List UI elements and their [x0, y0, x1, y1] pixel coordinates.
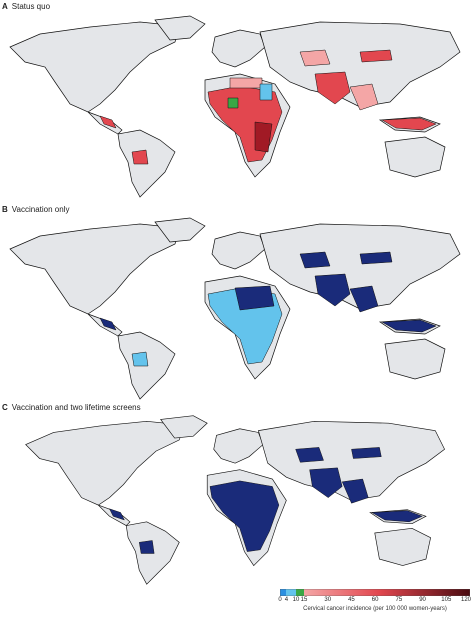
panel-b-label: B Vaccination only [2, 205, 69, 214]
panel-c-label: C Vaccination and two lifetime screens [2, 403, 141, 412]
legend-tick-label: 0 [278, 597, 282, 603]
legend-tick-label: 10 [292, 597, 300, 603]
west-africa-green [227, 97, 239, 109]
panel-a-letter: A [2, 2, 8, 11]
central-america-incidence [99, 115, 117, 129]
legend-tick-label: 45 [348, 597, 355, 603]
central-asia [299, 49, 331, 67]
indonesia-incidence [381, 117, 437, 131]
legend-tick-label: 4 [284, 597, 289, 603]
incidence-legend: 0 4 10 15 30 45 60 75 90 105 120 Cervical cancer i… [278, 589, 472, 617]
legend-tick-label: 105 [441, 597, 452, 603]
legend-tick-label: 120 [460, 597, 472, 603]
bolivia [131, 149, 149, 165]
shaded-countries-vaccination [99, 251, 437, 367]
australia [384, 136, 446, 178]
legend-segment-red [304, 589, 470, 596]
southeast-asia [349, 83, 379, 111]
panel-a-label: A Status quo [2, 2, 50, 11]
panel-a-title: Status quo [11, 2, 51, 11]
legend-title: Cervical cancer incidence (per 100 000 w… [303, 606, 447, 612]
europe [211, 29, 266, 68]
panel-c-letter: C [2, 403, 8, 412]
legend-tick-label: 15 [300, 597, 308, 603]
north-america [9, 21, 181, 113]
shaded-countries-screens [109, 447, 423, 554]
legend-tick-label: 75 [395, 597, 403, 603]
shaded-countries-status-quo [99, 49, 437, 165]
legend-tick-label: 30 [324, 597, 332, 603]
sudan-blue [259, 83, 273, 101]
legend-tick-label: 60 [371, 597, 379, 603]
map-status-quo [9, 15, 461, 198]
legend-segment-blue [280, 589, 286, 596]
map-vaccination-screens [25, 415, 445, 585]
mongolia [359, 49, 393, 63]
asia [259, 21, 461, 108]
legend-tick-label: 90 [419, 597, 426, 603]
panel-b-letter: B [2, 205, 8, 214]
legend-segment-green [296, 589, 304, 596]
panel-c-title: Vaccination and two lifetime screens [11, 403, 141, 412]
panel-b-title: Vaccination only [11, 205, 70, 214]
north-africa-pink [229, 77, 263, 89]
east-africa-high [254, 121, 273, 153]
map-vaccination-only [9, 217, 461, 400]
greenland [154, 15, 206, 41]
legend-color-bar [280, 589, 470, 596]
south-asia [314, 71, 351, 105]
legend-segment-lightblue [286, 589, 296, 596]
